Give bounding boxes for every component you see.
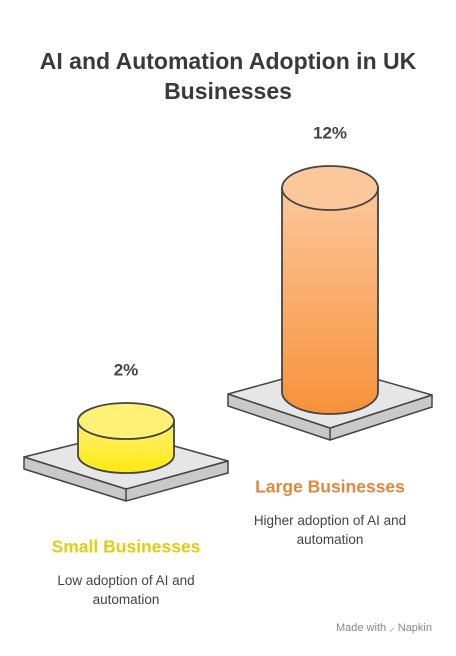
cylinder [281, 165, 379, 415]
watermark: Made with ⸝ Napkin [335, 622, 432, 634]
cylinder-body [281, 187, 379, 415]
cylinder [77, 402, 175, 474]
category-label: Small Businesses [52, 537, 201, 557]
watermark-prefix: Made with [335, 622, 387, 634]
description: Low adoption of AI and automation [57, 573, 195, 607]
cylinder-top [77, 402, 175, 440]
description: Higher adoption of AI and automation [253, 513, 407, 547]
value-label: 12% [313, 123, 347, 142]
value-label: 2% [114, 360, 139, 379]
cylinder-top [281, 165, 379, 211]
watermark-brand: Napkin [397, 622, 432, 634]
chart-title: AI and Automation Adoption in UK Busines… [39, 48, 417, 104]
category-label: Large Businesses [255, 477, 405, 497]
